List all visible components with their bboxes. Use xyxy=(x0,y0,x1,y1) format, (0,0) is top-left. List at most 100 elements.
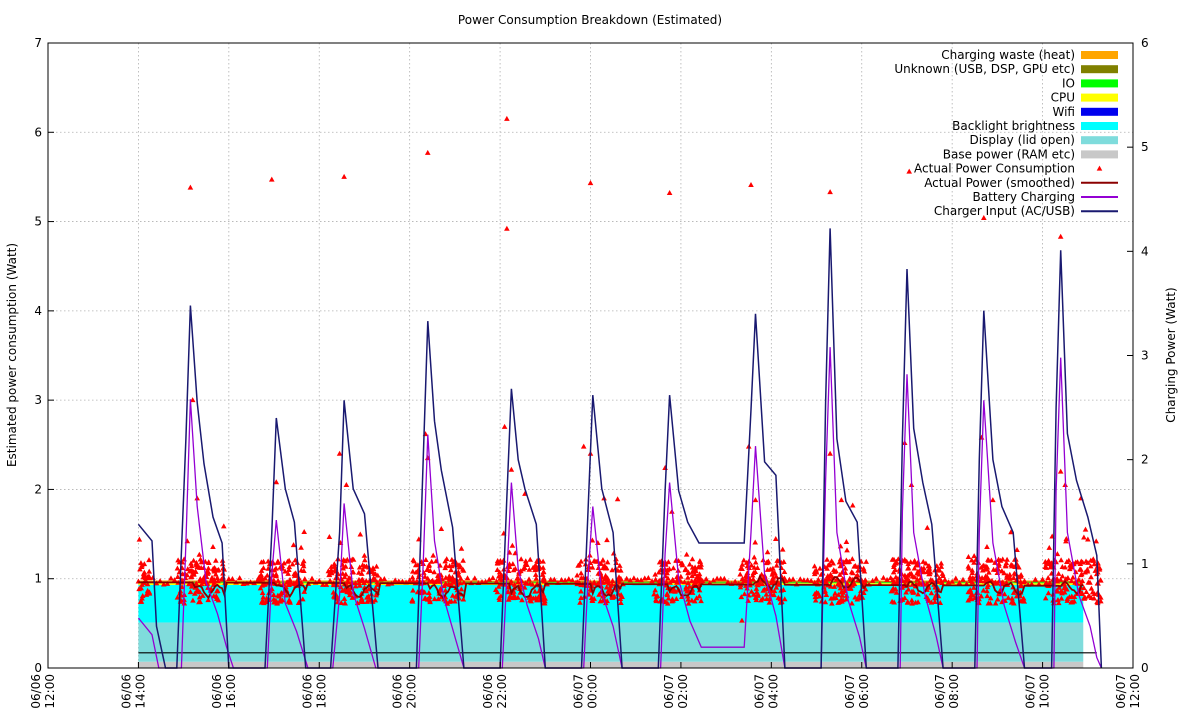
power-point xyxy=(780,586,787,592)
power-point xyxy=(903,589,909,595)
power-point xyxy=(983,566,990,572)
power-point xyxy=(616,579,623,585)
power-point xyxy=(609,567,615,573)
power-point xyxy=(837,585,844,591)
power-point xyxy=(884,576,890,582)
power-point xyxy=(766,596,773,602)
power-point xyxy=(540,576,547,582)
power-point xyxy=(670,565,677,571)
power-point xyxy=(289,561,296,567)
power-point xyxy=(952,575,959,581)
power-point xyxy=(982,574,989,580)
power-point xyxy=(937,567,943,573)
power-point xyxy=(359,576,366,582)
power-point xyxy=(196,551,203,557)
power-point xyxy=(588,594,595,600)
power-point xyxy=(515,575,521,581)
power-point xyxy=(345,578,351,584)
power-point-outlier xyxy=(838,497,845,503)
power-point xyxy=(1004,572,1010,578)
power-point xyxy=(327,577,333,583)
power-point-outlier xyxy=(666,190,673,195)
power-point xyxy=(1090,556,1097,562)
power-point xyxy=(428,558,435,564)
power-point xyxy=(515,594,521,600)
power-point xyxy=(682,567,688,573)
power-point xyxy=(664,570,670,576)
power-point xyxy=(1045,590,1052,596)
power-point xyxy=(631,575,637,581)
power-point xyxy=(766,599,773,605)
power-point xyxy=(356,576,362,582)
power-point xyxy=(1000,579,1006,585)
power-point xyxy=(258,559,265,565)
power-point-outlier xyxy=(1082,526,1089,532)
power-point xyxy=(753,594,759,600)
power-point xyxy=(344,589,351,595)
power-point xyxy=(912,599,919,605)
power-point xyxy=(891,599,897,605)
legend-swatch xyxy=(1081,122,1118,130)
power-point xyxy=(562,577,568,583)
power-point xyxy=(1064,597,1071,603)
power-point xyxy=(664,600,671,606)
power-point xyxy=(836,599,843,605)
power-point xyxy=(1079,590,1086,596)
power-point xyxy=(518,556,524,562)
power-point xyxy=(424,567,430,573)
power-point xyxy=(448,567,454,573)
power-point xyxy=(141,572,147,578)
power-point xyxy=(533,575,540,581)
power-point-outlier xyxy=(739,617,745,623)
power-point xyxy=(891,556,897,562)
power-point-outlier xyxy=(187,184,194,190)
power-point xyxy=(175,557,181,563)
power-point-outlier xyxy=(748,181,754,187)
y2-tick-label: 6 xyxy=(1141,36,1149,50)
power-point xyxy=(1061,585,1068,591)
power-point xyxy=(194,564,201,570)
power-point xyxy=(577,599,583,605)
power-point xyxy=(652,571,658,577)
power-point xyxy=(842,565,849,571)
power-point xyxy=(457,575,464,581)
power-point xyxy=(426,593,433,599)
power-point xyxy=(904,598,911,604)
power-point xyxy=(286,567,292,573)
power-point xyxy=(540,595,547,601)
power-point xyxy=(331,561,338,567)
power-point xyxy=(781,596,788,602)
y-tick-label: 2 xyxy=(34,482,42,496)
x-tick-label: 06/0708:00 xyxy=(933,674,961,709)
power-point xyxy=(873,575,880,581)
power-point xyxy=(262,581,268,587)
power-point xyxy=(529,581,536,587)
power-point xyxy=(360,566,366,572)
power-point xyxy=(1088,585,1095,591)
power-point xyxy=(656,559,663,565)
power-point xyxy=(171,577,178,583)
power-point-outlier xyxy=(849,502,856,508)
power-point xyxy=(992,580,999,586)
power-point xyxy=(372,585,379,591)
power-point xyxy=(494,589,501,595)
power-point xyxy=(827,573,833,579)
power-point xyxy=(193,580,200,586)
power-point xyxy=(522,580,529,586)
power-point xyxy=(1055,597,1061,603)
power-point xyxy=(893,560,899,566)
power-point xyxy=(811,563,818,569)
power-point xyxy=(352,580,359,586)
power-point xyxy=(139,562,145,568)
x-tick-label: 06/0712:00 xyxy=(1114,674,1142,709)
y-tick-label: 3 xyxy=(34,393,42,407)
power-point xyxy=(342,600,348,606)
power-point xyxy=(694,574,701,580)
power-point xyxy=(530,595,537,601)
power-point xyxy=(634,577,641,583)
power-point xyxy=(1045,575,1051,581)
power-point xyxy=(340,565,347,571)
power-point xyxy=(445,581,452,587)
power-point xyxy=(888,588,895,594)
power-point xyxy=(686,583,693,589)
